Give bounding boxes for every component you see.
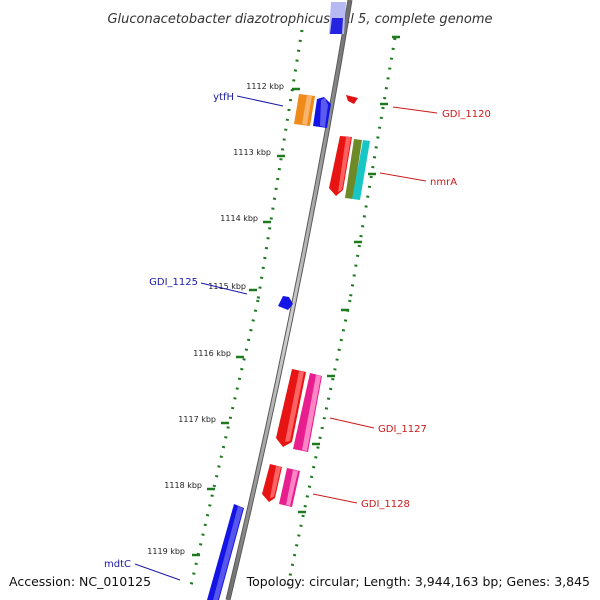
- gene-label-nmrA: nmrA: [430, 177, 457, 188]
- map-title: Gluconacetobacter diazotrophicus PAl 5, …: [107, 12, 492, 27]
- gene-ytfH-orange-hl: [302, 95, 312, 125]
- gene-GDI_1127-red-hl: [285, 371, 304, 442]
- accession-text: Accession: NC_010125: [9, 574, 151, 589]
- gene-mdtC-hl: [213, 506, 243, 600]
- gene-nmrA-olive: [345, 139, 362, 199]
- gene-GDI_1120: [346, 95, 358, 104]
- kbp-label: 1118 kbp: [164, 481, 202, 490]
- left-strand-genes: [207, 2, 346, 600]
- outer-tick-track: [348, 37, 397, 301]
- left-gene-labels: ytfH GDI_1125 mdtC: [104, 92, 234, 570]
- kbp-label: 1116 kbp: [193, 349, 231, 358]
- tick-tracks: [188, 29, 397, 591]
- kbp-label: 1119 kbp: [147, 547, 185, 556]
- leader-GDI_1120: [392, 106, 438, 114]
- kbp-label: 1113 kbp: [233, 148, 271, 157]
- gene-GDI_1128-red-hl: [270, 466, 281, 498]
- gene-ytfH-blue-hl: [320, 98, 328, 127]
- kbp-labels: 1112 kbp 1113 kbp 1114 kbp 1115 kbp 1116…: [147, 82, 284, 556]
- leader-GDI_1128: [312, 493, 358, 504]
- right-gene-labels: GDI_1120 nmrA GDI_1127 GDI_1128: [361, 109, 491, 510]
- gene-label-GDI_1120: GDI_1120: [442, 109, 491, 120]
- gene-label-GDI_1128: GDI_1128: [361, 499, 410, 510]
- gene-top-lavender-core: [330, 18, 343, 34]
- outer-major-ticks: [298, 35, 400, 514]
- topology-text: Topology: circular; Length: 3,944,163 bp…: [246, 574, 590, 589]
- leader-GDI_1127: [329, 417, 375, 429]
- leader-ytfH: [236, 95, 284, 107]
- kbp-label: 1115 kbp: [208, 282, 246, 291]
- gene-GDI_1127-pink-hl: [302, 375, 321, 451]
- gene-nmrA-red-hl: [338, 137, 351, 192]
- gene-label-ytfH: ytfH: [213, 92, 234, 103]
- right-strand-genes: [262, 95, 370, 507]
- leader-GDI_1125: [200, 282, 248, 295]
- kbp-label: 1114 kbp: [220, 214, 258, 223]
- leader-mdtC: [134, 563, 181, 581]
- leader-nmrA: [379, 172, 427, 182]
- gene-GDI_1125: [278, 296, 293, 310]
- gene-label-GDI_1125: GDI_1125: [149, 277, 198, 288]
- gene-label-mdtC: mdtC: [104, 559, 131, 570]
- leader-lines: [134, 95, 438, 581]
- gene-label-GDI_1127: GDI_1127: [378, 424, 427, 435]
- kbp-label: 1112 kbp: [246, 82, 284, 91]
- inner-major-ticks: [192, 87, 300, 557]
- genome-backbone: [225, 0, 353, 600]
- inner-tick-track: [256, 29, 304, 301]
- gene-nmrA-cyan: [352, 140, 370, 200]
- kbp-label: 1117 kbp: [178, 415, 216, 424]
- gene-GDI_1128-pink-hl: [286, 470, 298, 506]
